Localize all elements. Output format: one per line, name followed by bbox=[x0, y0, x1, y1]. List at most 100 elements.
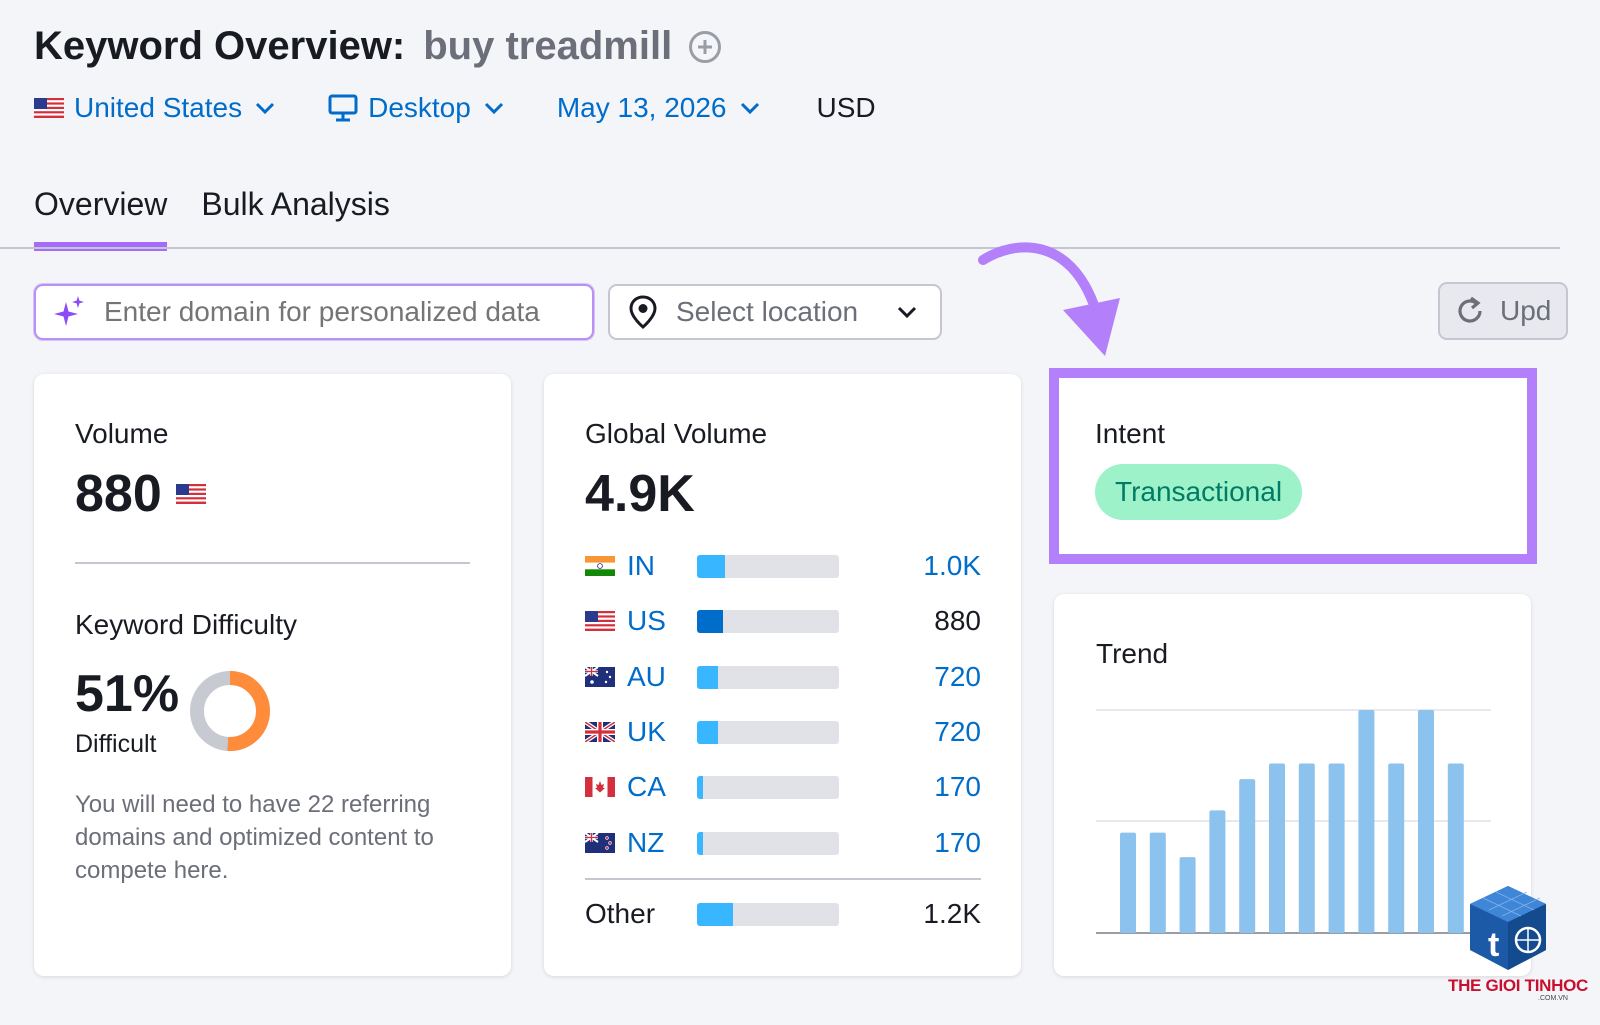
location-pin-icon bbox=[629, 295, 657, 329]
chevron-down-icon bbox=[484, 102, 503, 115]
other-volume: 1.2K bbox=[923, 898, 981, 929]
intent-badge: Transactional bbox=[1095, 464, 1303, 520]
annotation-arrow-icon bbox=[978, 242, 1120, 356]
global-volume-label: Global Volume bbox=[585, 418, 768, 449]
svg-text:t: t bbox=[1488, 926, 1499, 964]
add-keyword-icon[interactable] bbox=[688, 30, 722, 64]
country-share-fill bbox=[697, 609, 723, 633]
country-row-au: AU 720 bbox=[585, 657, 981, 697]
trend-bar[interactable] bbox=[1418, 710, 1434, 933]
watermark-sub: .COM.VN bbox=[1538, 995, 1568, 1002]
volume-label: Volume bbox=[75, 418, 169, 449]
india-flag-icon bbox=[585, 556, 615, 576]
update-label: Upd bbox=[1500, 295, 1552, 326]
country-label: United States bbox=[74, 92, 243, 123]
domain-input[interactable] bbox=[104, 296, 584, 328]
country-share-fill bbox=[697, 902, 733, 926]
title-label: Keyword Overview: bbox=[34, 24, 406, 68]
other-label: Other bbox=[585, 898, 656, 929]
intent-label: Intent bbox=[1095, 418, 1166, 449]
tab-overview[interactable]: Overview bbox=[34, 186, 168, 251]
country-share-bar bbox=[697, 775, 839, 799]
page-title: Keyword Overview: buy treadmill bbox=[34, 24, 722, 69]
country-code[interactable]: CA bbox=[627, 771, 666, 802]
intent-card: Intent Transactional bbox=[1054, 374, 1531, 560]
country-row-in: IN 1.0K bbox=[585, 546, 981, 586]
country-volume: 880 bbox=[934, 605, 981, 636]
trend-bar[interactable] bbox=[1269, 763, 1285, 933]
update-button[interactable]: Upd bbox=[1438, 282, 1568, 340]
tab-bar: Overview Bulk Analysis bbox=[34, 186, 424, 251]
country-share-bar bbox=[697, 902, 839, 926]
trend-label: Trend bbox=[1096, 638, 1169, 669]
divider bbox=[585, 878, 981, 880]
keyword-difficulty-label: Keyword Difficulty bbox=[75, 609, 298, 640]
difficulty-donut-chart bbox=[190, 671, 270, 751]
chevron-down-icon bbox=[256, 102, 275, 115]
global-volume-card: Global Volume 4.9K IN 1.0K US 880 AU bbox=[544, 374, 1021, 976]
country-share-fill bbox=[697, 720, 719, 744]
watermark-logo: t THE GIOI TINHOC .COM.VN bbox=[1448, 880, 1588, 1010]
country-code[interactable]: AU bbox=[627, 661, 666, 692]
us-flag-icon bbox=[34, 98, 64, 118]
country-share-bar bbox=[697, 554, 839, 578]
country-code[interactable]: NZ bbox=[627, 827, 665, 858]
trend-bar[interactable] bbox=[1388, 763, 1405, 933]
country-row-nz: NZ 170 bbox=[585, 823, 981, 863]
currency-label: USD bbox=[816, 92, 876, 123]
trend-card: Trend bbox=[1054, 594, 1531, 976]
tab-bulk-analysis[interactable]: Bulk Analysis bbox=[201, 186, 390, 222]
trend-bar[interactable] bbox=[1447, 763, 1464, 933]
trend-chart bbox=[1096, 709, 1491, 934]
trend-bar[interactable] bbox=[1179, 857, 1196, 933]
trend-bar[interactable] bbox=[1328, 763, 1345, 933]
chevron-down-icon bbox=[740, 102, 759, 115]
location-select[interactable]: Select location bbox=[608, 284, 942, 340]
country-share-fill bbox=[697, 665, 719, 689]
country-code[interactable]: UK bbox=[627, 716, 666, 747]
difficulty-arc bbox=[190, 671, 270, 751]
trend-bar[interactable] bbox=[1120, 832, 1136, 933]
trend-bar[interactable] bbox=[1209, 810, 1226, 933]
chevron-down-icon bbox=[897, 306, 917, 319]
cube-logo-icon: t bbox=[1470, 886, 1546, 970]
date-selector[interactable]: May 13, 2026 bbox=[557, 92, 761, 124]
highlight-frame bbox=[1049, 368, 1537, 564]
location-label: Select location bbox=[676, 296, 859, 327]
global-volume-value: 4.9K bbox=[585, 465, 695, 523]
country-share-fill bbox=[697, 831, 703, 855]
country-code[interactable]: IN bbox=[627, 550, 655, 581]
uk-flag-icon bbox=[585, 722, 615, 742]
country-volume[interactable]: 720 bbox=[934, 661, 981, 692]
country-share-bar bbox=[697, 720, 839, 744]
country-selector[interactable]: United States bbox=[34, 92, 276, 124]
tab-divider bbox=[0, 247, 1560, 249]
country-row-uk: UK 720 bbox=[585, 712, 981, 752]
volume-card: Volume 880 Keyword Difficulty 51% Diffic… bbox=[34, 374, 511, 976]
volume-value-row: 880 bbox=[75, 464, 206, 524]
trend-bar[interactable] bbox=[1358, 710, 1375, 933]
country-code[interactable]: US bbox=[627, 605, 666, 636]
country-share-fill bbox=[697, 554, 726, 578]
filter-bar: United States Desktop May 13, 2026 USD bbox=[34, 92, 876, 124]
device-selector[interactable]: Desktop bbox=[328, 92, 505, 124]
country-volume[interactable]: 720 bbox=[934, 716, 981, 747]
country-volume[interactable]: 170 bbox=[934, 827, 981, 858]
trend-bar[interactable] bbox=[1298, 763, 1315, 933]
divider bbox=[75, 562, 470, 564]
country-share-bar bbox=[697, 665, 839, 689]
trend-bar[interactable] bbox=[1149, 832, 1166, 933]
country-volume[interactable]: 170 bbox=[934, 771, 981, 802]
difficulty-description: You will need to have 22 referring domai… bbox=[75, 791, 434, 884]
country-share-bar bbox=[697, 609, 839, 633]
domain-input-container[interactable] bbox=[34, 284, 594, 340]
us-flag-icon bbox=[585, 611, 615, 631]
trend-bar[interactable] bbox=[1239, 779, 1256, 933]
desktop-icon bbox=[328, 94, 358, 122]
country-share-bar bbox=[697, 831, 839, 855]
country-row-other: Other 1.2K bbox=[585, 894, 981, 934]
country-volume[interactable]: 1.0K bbox=[923, 550, 981, 581]
country-row-ca: CA 170 bbox=[585, 767, 981, 807]
sparkle-icon bbox=[54, 296, 84, 326]
date-label: May 13, 2026 bbox=[556, 92, 727, 123]
